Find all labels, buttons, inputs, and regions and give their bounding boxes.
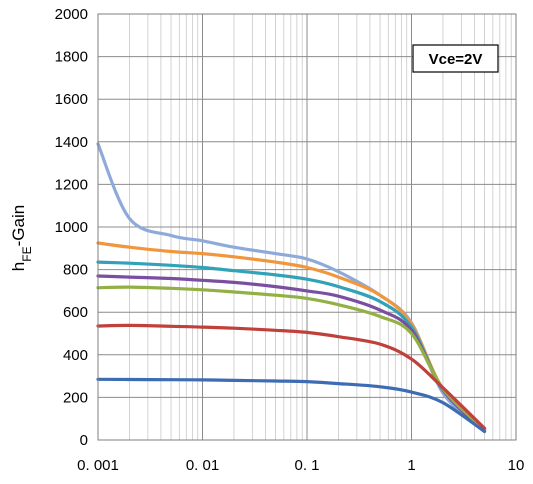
series-line-7 [96,377,487,434]
y-tick-label: 1400 [55,134,88,151]
plot-frame [97,13,517,441]
y-tick-label: 400 [63,347,88,364]
x-tick-labels: 0. 001 0. 01 0. 1 1 10 [77,457,524,474]
series-line-5 [96,285,487,431]
annotation-label: Vce=2V [429,51,483,68]
y-tick-label: 0 [80,432,88,449]
y-axis-label-sub: FE [20,246,34,261]
y-tick-label: 1600 [55,91,88,108]
x-tick-label: 10 [508,457,525,474]
y-tick-label: 200 [63,389,88,406]
y-tick-label: 800 [63,262,88,279]
series-lines [96,142,487,434]
y-axis-label: hFE-Gain [9,205,34,271]
y-axis-label-tail: -Gain [9,205,28,247]
x-tick-label: 1 [407,457,415,474]
x-tick-label: 0. 001 [77,457,119,474]
x-tick-label: 0. 1 [294,457,319,474]
y-tick-label: 2000 [55,6,88,23]
y-axis-label-main: h [9,262,28,271]
y-tick-label: 1200 [55,176,88,193]
y-tick-label: 600 [63,304,88,321]
series-line-2 [96,241,487,431]
x-tick-label: 0. 01 [186,457,219,474]
series-line-6 [96,323,487,430]
y-tick-label: 1800 [55,49,88,66]
y-tick-label: 1000 [55,219,88,236]
annotation-box: Vce=2V [412,44,499,73]
y-tick-labels: 0 200 400 600 800 1000 1200 1400 1600 1800 2000 [55,6,88,449]
